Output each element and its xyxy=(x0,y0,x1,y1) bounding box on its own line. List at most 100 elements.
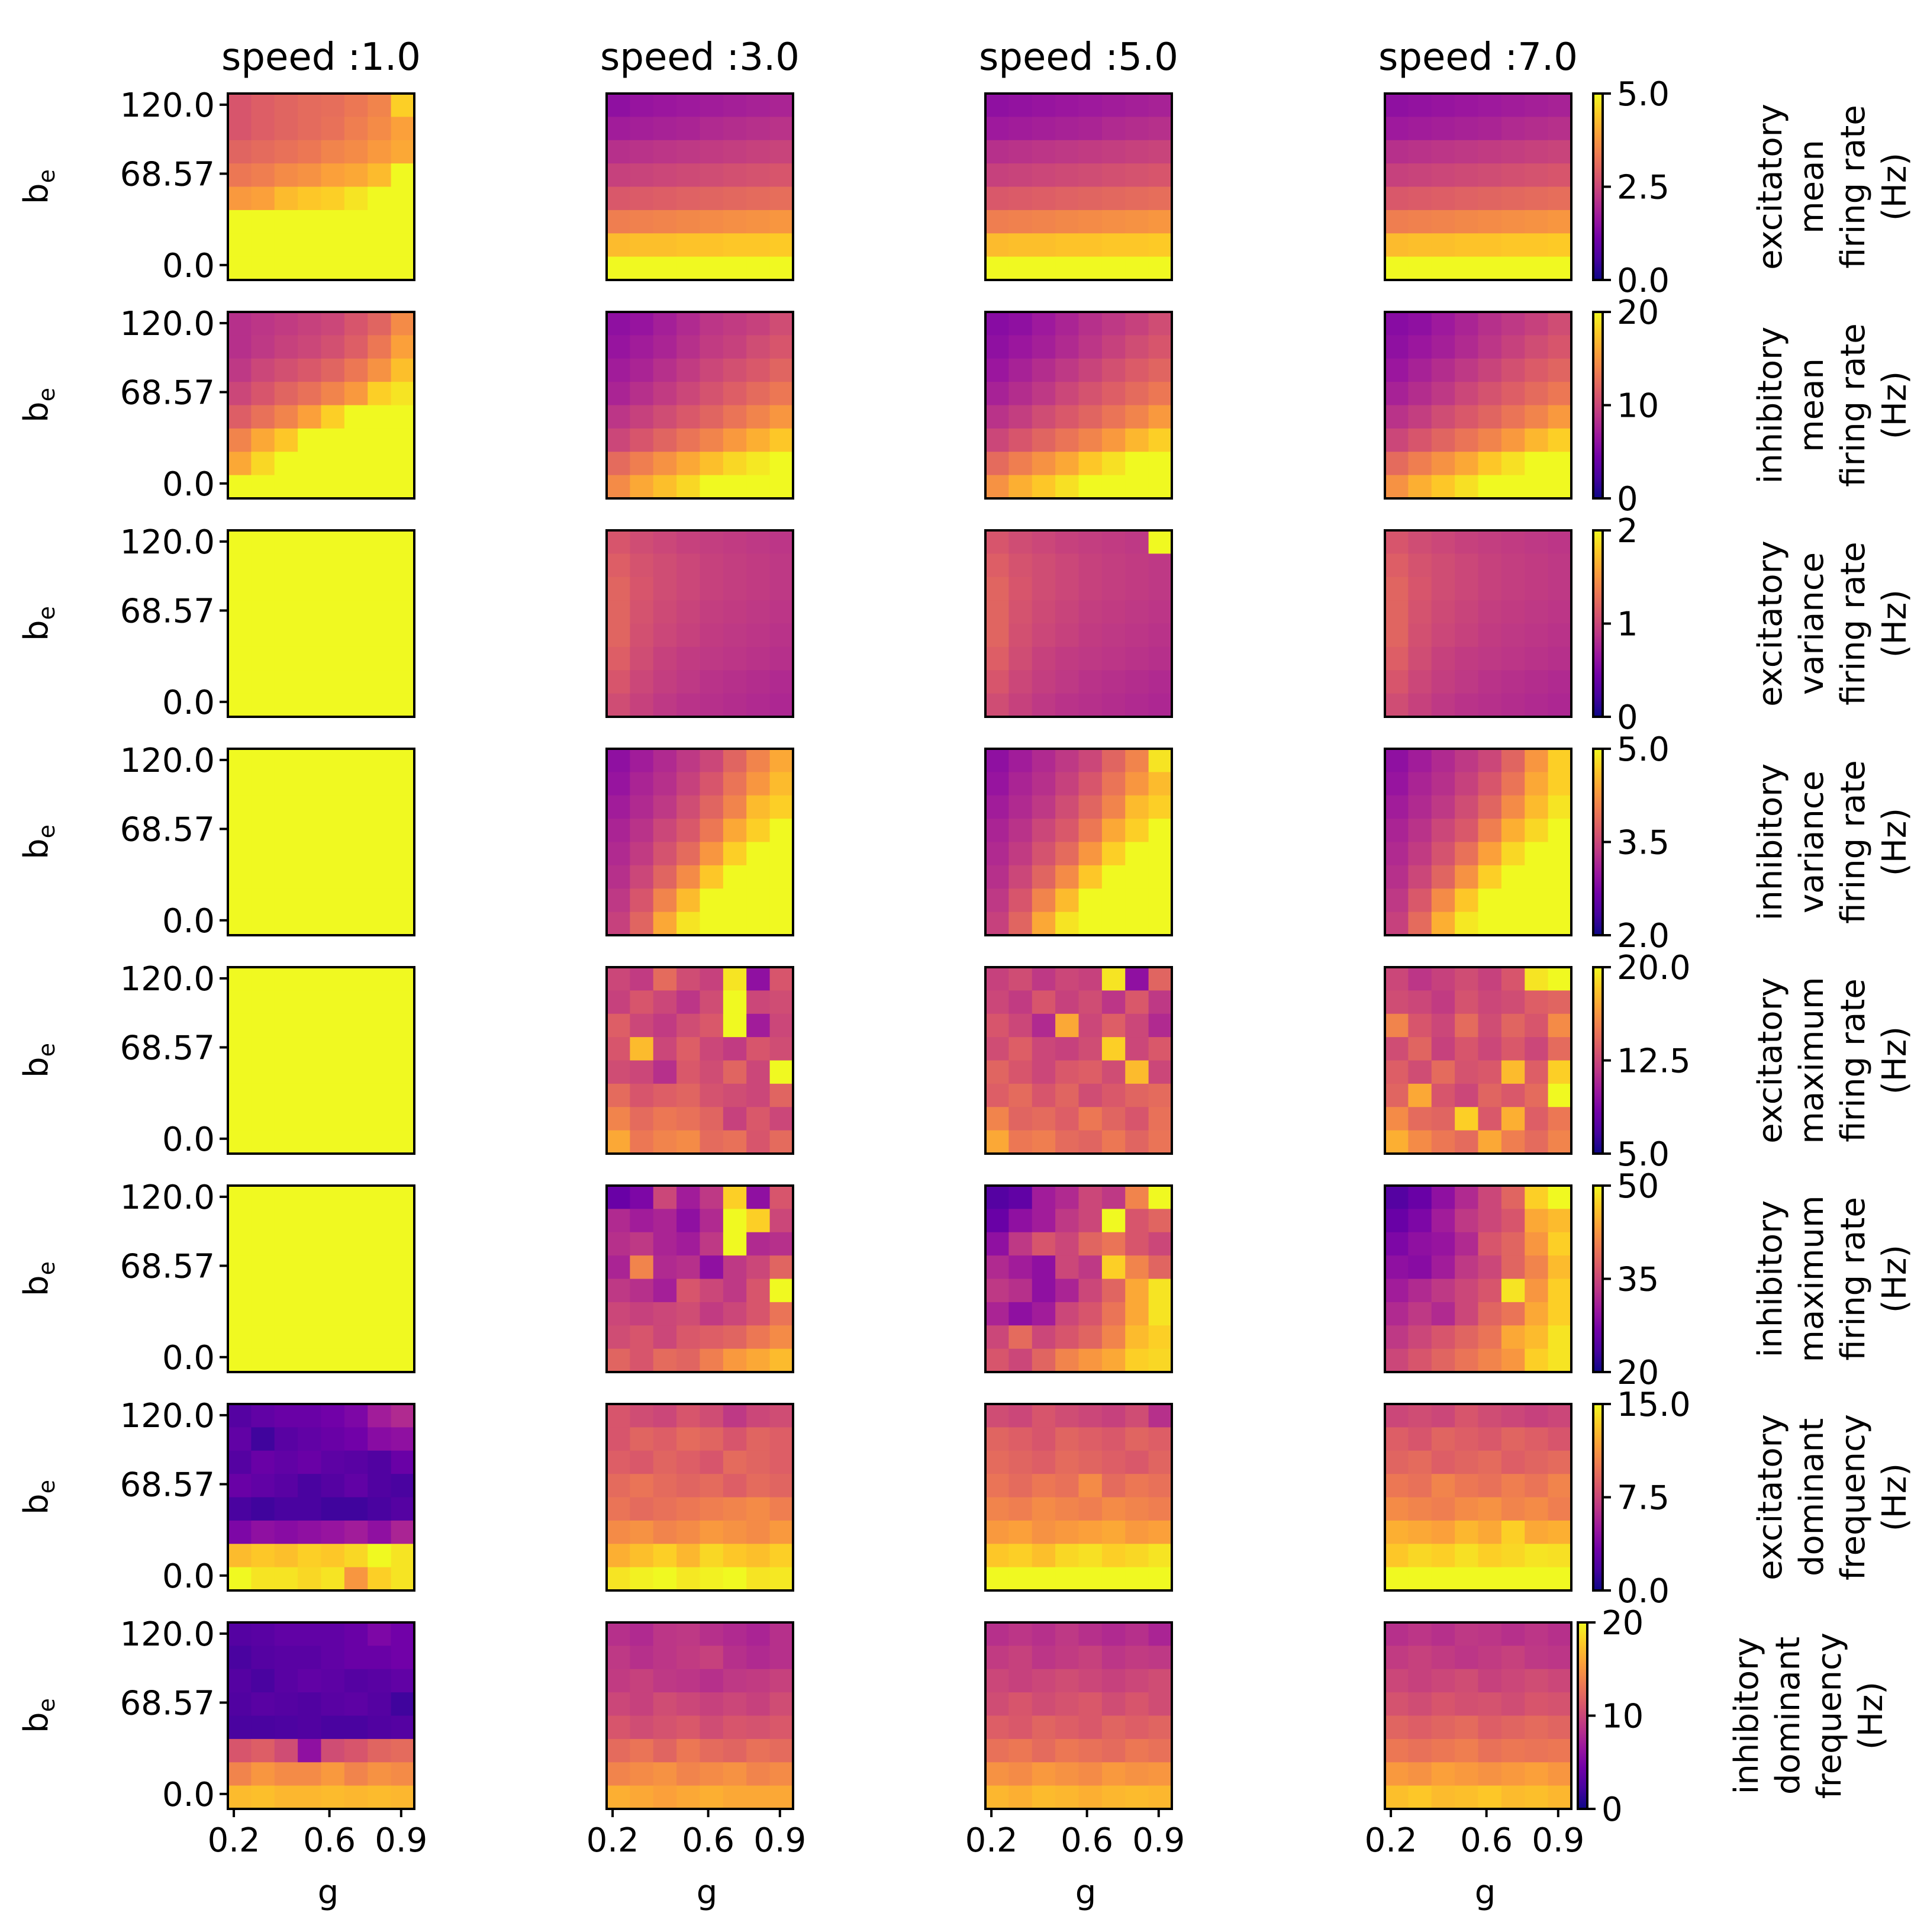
colorbar-tick-label: 2.0 xyxy=(1617,917,1670,955)
heatmap-cell xyxy=(228,1738,252,1763)
heatmap-cell xyxy=(321,1622,345,1646)
heatmap-cell xyxy=(1008,1622,1033,1646)
heatmap-cell xyxy=(344,1302,368,1326)
heatmap-cell xyxy=(1055,1450,1079,1474)
heatmap-cell xyxy=(228,452,252,476)
heatmap-cell xyxy=(1455,990,1479,1015)
heatmap-cell xyxy=(676,1255,701,1280)
heatmap-cell xyxy=(1055,335,1079,359)
heatmap-cell xyxy=(368,553,392,578)
heatmap-cell xyxy=(746,772,771,796)
heatmap-cell xyxy=(676,1646,701,1670)
heatmap-cell xyxy=(1431,1715,1455,1740)
heatmap-cell xyxy=(1431,1083,1455,1107)
heatmap-cell xyxy=(1478,1474,1502,1498)
heatmap-cell xyxy=(1385,990,1409,1015)
heatmap-cell xyxy=(251,1325,275,1350)
colorbar-tick-label: 20 xyxy=(1601,1604,1644,1643)
heatmap-cell xyxy=(391,530,415,554)
heatmap-cell xyxy=(344,186,368,211)
heatmap-cell xyxy=(700,1738,724,1763)
heatmap-cell xyxy=(1525,358,1549,382)
heatmap-cell xyxy=(274,819,298,843)
heatmap-cell xyxy=(1101,577,1126,601)
heatmap-cell xyxy=(1055,912,1079,936)
heatmap-cell xyxy=(1008,553,1033,578)
heatmap-cell xyxy=(1032,233,1056,257)
heatmap-cell xyxy=(1148,553,1172,578)
heatmap-cell xyxy=(391,94,415,117)
y-axis-label: be xyxy=(17,169,60,204)
heatmap-cell xyxy=(1548,1279,1572,1303)
x-tick-label: 0.2 xyxy=(965,1821,1018,1860)
heatmap-cell xyxy=(298,772,322,796)
heatmap-cell xyxy=(1501,795,1525,819)
heatmap-cell xyxy=(321,842,345,866)
heatmap-cell xyxy=(1408,163,1432,188)
heatmap-cell xyxy=(1478,1785,1502,1809)
heatmap-cell xyxy=(1431,256,1455,281)
heatmap-cell xyxy=(298,1427,322,1451)
heatmap-cell xyxy=(607,140,630,164)
heatmap-cell xyxy=(1548,405,1572,429)
heatmap-cell xyxy=(607,382,630,406)
heatmap-cell xyxy=(746,1302,771,1326)
heatmap-cell xyxy=(1032,1497,1056,1521)
heatmap-cell xyxy=(1125,140,1149,164)
heatmap-cell xyxy=(985,1622,1009,1646)
heatmap-cell xyxy=(1478,1186,1502,1209)
heatmap-cell xyxy=(1008,1450,1033,1474)
heatmap-cell xyxy=(228,1622,252,1646)
heatmap-cell xyxy=(344,1427,368,1451)
metric-label-line: variance xyxy=(1793,552,1831,695)
heatmap-cell xyxy=(1008,1785,1033,1809)
heatmap-cell xyxy=(1032,1622,1056,1646)
heatmap-cell xyxy=(1525,842,1549,866)
heatmap-cell xyxy=(1501,1474,1525,1498)
heatmap-cell xyxy=(1055,1622,1079,1646)
heatmap-cell xyxy=(1078,693,1103,717)
metric-label-line: firing rate xyxy=(1834,760,1873,923)
heatmap-cell xyxy=(344,1209,368,1233)
heatmap-cell xyxy=(228,256,252,281)
heatmap-cell xyxy=(1101,646,1126,671)
heatmap-cell xyxy=(676,1107,701,1131)
heatmap-cell xyxy=(985,1692,1009,1717)
heatmap-cell xyxy=(368,256,392,281)
y-axis-label: be xyxy=(17,1043,60,1078)
heatmap-cell xyxy=(1032,865,1056,889)
heatmap-cell xyxy=(630,1404,654,1428)
heatmap-cell xyxy=(700,693,724,717)
heatmap-cell xyxy=(274,1013,298,1038)
heatmap-cell xyxy=(769,967,794,991)
heatmap-cell xyxy=(298,842,322,866)
heatmap-cell xyxy=(1501,405,1525,429)
heatmap-cell xyxy=(653,1325,677,1350)
heatmap-cell xyxy=(251,1567,275,1591)
heatmap-cell xyxy=(1008,117,1033,141)
heatmap-cell xyxy=(1101,1762,1126,1786)
heatmap-cell xyxy=(676,1279,701,1303)
heatmap-cell xyxy=(344,405,368,429)
heatmap-cell xyxy=(1548,1060,1572,1084)
heatmap-cell xyxy=(985,888,1009,913)
heatmap-cell xyxy=(228,405,252,429)
heatmap-cell xyxy=(1008,1544,1033,1568)
heatmap-cell xyxy=(228,475,252,499)
heatmap-cell xyxy=(1408,530,1432,554)
heatmap-cell xyxy=(653,1083,677,1107)
heatmap-cell xyxy=(700,1232,724,1256)
heatmap-cell xyxy=(630,819,654,843)
heatmap-cell xyxy=(746,1738,771,1763)
heatmap-cell xyxy=(1385,1325,1409,1350)
heatmap-cell xyxy=(1385,312,1409,336)
heatmap-cell xyxy=(251,1302,275,1326)
heatmap-cell xyxy=(368,117,392,141)
heatmap-cell xyxy=(344,1474,368,1498)
heatmap-cell xyxy=(298,1785,322,1809)
heatmap-cell xyxy=(630,186,654,211)
heatmap-cell xyxy=(676,990,701,1015)
heatmap-cell xyxy=(1478,1325,1502,1350)
